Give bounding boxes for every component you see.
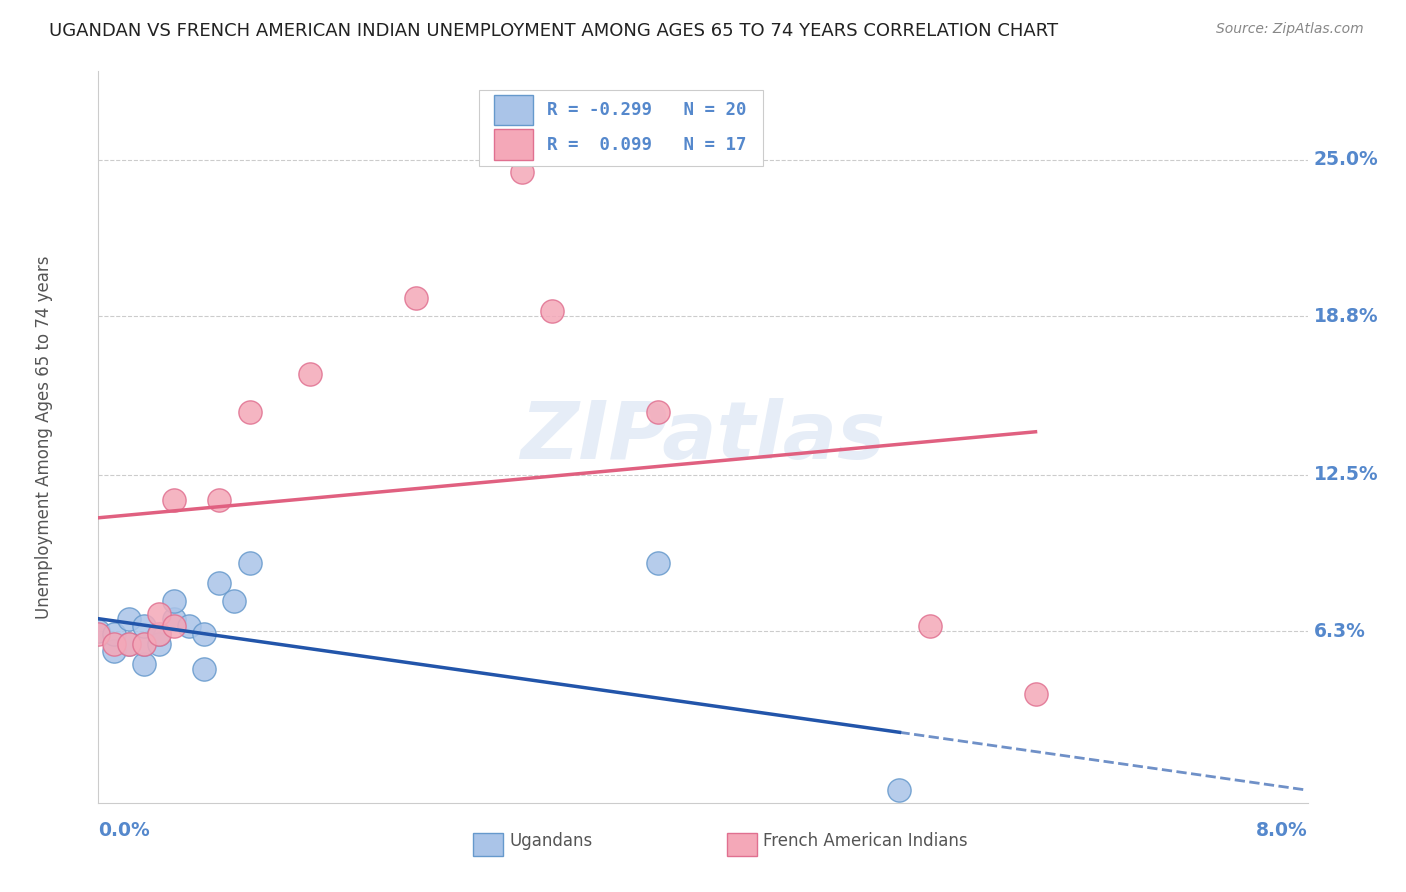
Text: 0.0%: 0.0% [98,821,150,839]
Point [179,619,201,633]
Text: 25.0%: 25.0% [1313,150,1378,169]
Point [132,619,155,633]
Point [163,612,186,626]
Bar [474,833,503,856]
Text: Unemployment Among Ages 65 to 74 years: Unemployment Among Ages 65 to 74 years [35,255,53,619]
Point [118,637,141,651]
Text: UGANDAN VS FRENCH AMERICAN INDIAN UNEMPLOYMENT AMONG AGES 65 TO 74 YEARS CORRELA: UGANDAN VS FRENCH AMERICAN INDIAN UNEMPL… [49,22,1059,40]
Point [1025,687,1047,701]
Point [118,612,141,626]
Point [163,493,186,508]
Point [224,594,246,608]
Text: ZIPatlas: ZIPatlas [520,398,886,476]
Point [132,637,155,651]
Point [148,627,170,641]
Point [647,556,669,570]
Text: 8.0%: 8.0% [1256,821,1308,839]
Point [103,644,125,658]
Point [239,405,262,419]
Point [193,662,215,676]
Text: 12.5%: 12.5% [1313,466,1378,484]
Bar [494,95,533,126]
Point [103,627,125,641]
Point [148,627,170,641]
Text: Source: ZipAtlas.com: Source: ZipAtlas.com [1216,22,1364,37]
Point [647,405,669,419]
Point [540,304,562,318]
Point [405,291,427,305]
Text: 18.8%: 18.8% [1313,307,1378,326]
Text: R =  0.099   N = 17: R = 0.099 N = 17 [547,136,747,153]
Point [510,165,533,179]
Point [208,576,231,591]
Point [299,367,322,381]
Point [132,637,155,651]
Bar [494,129,533,160]
Point [239,556,262,570]
Point [163,594,186,608]
Point [163,619,186,633]
Point [889,783,911,797]
Bar [727,833,758,856]
Point [132,657,155,671]
Point [193,627,215,641]
Point [87,624,110,639]
Point [148,637,170,651]
Point [148,607,170,621]
Point [208,493,231,508]
Point [87,627,110,641]
Text: Ugandans: Ugandans [509,832,593,850]
Point [918,619,941,633]
Text: French American Indians: French American Indians [763,832,969,850]
Point [118,637,141,651]
Point [103,637,125,651]
Text: R = -0.299   N = 20: R = -0.299 N = 20 [547,101,747,120]
FancyBboxPatch shape [479,90,763,167]
Text: 6.3%: 6.3% [1313,622,1365,640]
